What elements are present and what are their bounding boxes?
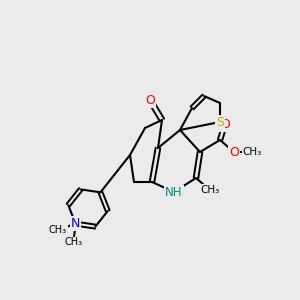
Text: S: S <box>216 116 224 128</box>
Text: CH₃: CH₃ <box>49 225 67 235</box>
Text: O: O <box>145 94 155 106</box>
Text: NH: NH <box>165 185 183 199</box>
Text: O: O <box>220 118 230 130</box>
Text: CH₃: CH₃ <box>200 185 220 195</box>
Text: CH₃: CH₃ <box>242 147 262 157</box>
Text: N: N <box>71 217 80 230</box>
Text: O: O <box>229 146 239 158</box>
Text: CH₃: CH₃ <box>64 237 82 248</box>
